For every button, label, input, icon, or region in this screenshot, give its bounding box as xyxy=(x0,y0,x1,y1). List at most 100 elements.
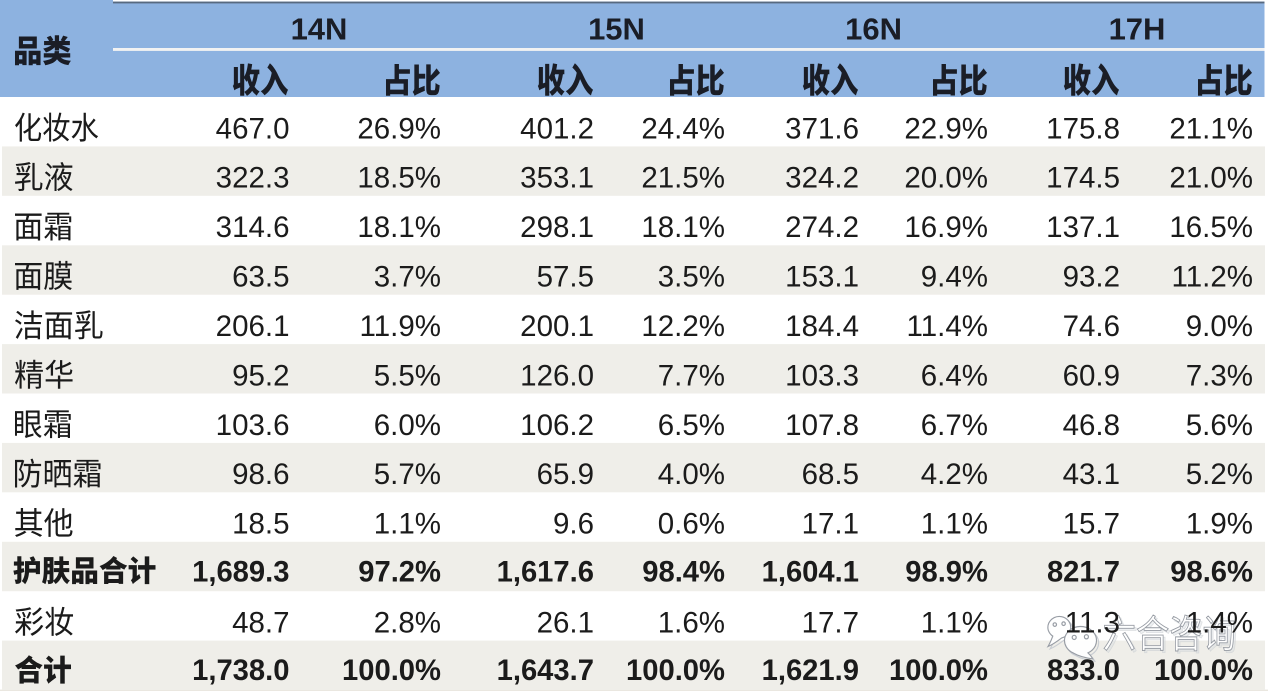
svg-text:1,738.0: 1,738.0 xyxy=(192,655,289,687)
svg-text:100.0%: 100.0% xyxy=(889,655,988,687)
svg-text:1,604.1: 1,604.1 xyxy=(762,557,859,589)
svg-text:137.1: 137.1 xyxy=(1046,211,1120,244)
svg-text:174.5: 174.5 xyxy=(1046,162,1120,195)
svg-text:1.1%: 1.1% xyxy=(374,508,441,541)
svg-text:21.5%: 21.5% xyxy=(641,162,725,195)
svg-text:48.7: 48.7 xyxy=(232,607,289,640)
svg-text:1,621.9: 1,621.9 xyxy=(762,655,859,687)
svg-text:17H: 17H xyxy=(1109,11,1166,46)
svg-text:6.7%: 6.7% xyxy=(921,409,988,442)
svg-text:11.4%: 11.4% xyxy=(907,310,988,343)
svg-text:833.0: 833.0 xyxy=(1047,655,1120,687)
svg-text:7.7%: 7.7% xyxy=(658,359,725,392)
svg-text:5.2%: 5.2% xyxy=(1186,458,1253,491)
svg-text:184.4: 184.4 xyxy=(785,310,859,343)
svg-text:15.7: 15.7 xyxy=(1063,508,1120,541)
svg-text:5.5%: 5.5% xyxy=(374,359,441,392)
svg-text:43.1: 43.1 xyxy=(1063,458,1120,491)
svg-text:1.4%: 1.4% xyxy=(1186,607,1253,640)
svg-text:20.0%: 20.0% xyxy=(904,162,988,195)
svg-text:5.6%: 5.6% xyxy=(1186,409,1253,442)
svg-text:1,689.3: 1,689.3 xyxy=(192,557,289,589)
svg-text:0.6%: 0.6% xyxy=(658,508,725,541)
svg-text:7.3%: 7.3% xyxy=(1186,359,1253,392)
svg-text:126.0: 126.0 xyxy=(520,359,594,392)
svg-text:16.9%: 16.9% xyxy=(904,211,988,244)
svg-text:314.6: 314.6 xyxy=(216,211,290,244)
svg-text:3.7%: 3.7% xyxy=(374,261,441,294)
svg-text:100.0%: 100.0% xyxy=(626,655,725,687)
svg-text:74.6: 74.6 xyxy=(1063,310,1120,343)
svg-text:68.5: 68.5 xyxy=(802,458,859,491)
svg-text:1,643.7: 1,643.7 xyxy=(497,655,594,687)
svg-text:98.4%: 98.4% xyxy=(642,557,725,589)
svg-text:274.2: 274.2 xyxy=(785,211,859,244)
svg-text:9.6: 9.6 xyxy=(553,508,594,541)
svg-text:63.5: 63.5 xyxy=(232,261,289,294)
svg-text:18.5: 18.5 xyxy=(232,508,289,541)
svg-text:16N: 16N xyxy=(845,11,902,46)
svg-text:97.2%: 97.2% xyxy=(358,557,441,589)
svg-text:46.8: 46.8 xyxy=(1063,409,1120,442)
svg-text:200.1: 200.1 xyxy=(520,310,594,343)
svg-text:106.2: 106.2 xyxy=(520,409,594,442)
svg-text:4.0%: 4.0% xyxy=(658,458,725,491)
svg-text:100.0%: 100.0% xyxy=(1154,655,1253,687)
svg-text:5.7%: 5.7% xyxy=(374,458,441,491)
svg-text:57.5: 57.5 xyxy=(537,261,594,294)
svg-text:14N: 14N xyxy=(291,11,348,46)
svg-text:107.8: 107.8 xyxy=(785,409,859,442)
svg-text:1.1%: 1.1% xyxy=(921,607,988,640)
svg-text:17.7: 17.7 xyxy=(802,607,859,640)
svg-text:93.2: 93.2 xyxy=(1063,261,1120,294)
svg-text:6.0%: 6.0% xyxy=(374,409,441,442)
svg-text:175.8: 175.8 xyxy=(1046,112,1120,145)
svg-text:298.1: 298.1 xyxy=(520,211,594,244)
svg-text:371.6: 371.6 xyxy=(785,112,859,145)
svg-text:1.1%: 1.1% xyxy=(921,508,988,541)
svg-text:60.9: 60.9 xyxy=(1063,359,1120,392)
svg-text:103.3: 103.3 xyxy=(785,359,859,392)
svg-text:95.2: 95.2 xyxy=(232,359,289,392)
svg-text:98.6: 98.6 xyxy=(232,458,289,491)
svg-text:65.9: 65.9 xyxy=(537,458,594,491)
svg-text:322.3: 322.3 xyxy=(216,162,290,195)
svg-text:98.6%: 98.6% xyxy=(1170,557,1253,589)
svg-text:17.1: 17.1 xyxy=(802,508,859,541)
svg-text:11.3: 11.3 xyxy=(1065,607,1120,640)
svg-text:6.5%: 6.5% xyxy=(658,409,725,442)
svg-text:18.5%: 18.5% xyxy=(357,162,441,195)
svg-text:6.4%: 6.4% xyxy=(921,359,988,392)
svg-text:9.0%: 9.0% xyxy=(1186,310,1253,343)
svg-text:11.2%: 11.2% xyxy=(1172,261,1253,294)
svg-text:21.1%: 21.1% xyxy=(1169,112,1253,145)
svg-text:12.2%: 12.2% xyxy=(641,310,725,343)
svg-text:26.1: 26.1 xyxy=(537,607,594,640)
svg-text:1,617.6: 1,617.6 xyxy=(497,557,594,589)
svg-text:21.0%: 21.0% xyxy=(1169,162,1253,195)
svg-text:206.1: 206.1 xyxy=(216,310,290,343)
svg-text:353.1: 353.1 xyxy=(520,162,594,195)
svg-text:4.2%: 4.2% xyxy=(921,458,988,491)
svg-text:2.8%: 2.8% xyxy=(374,607,441,640)
svg-text:24.4%: 24.4% xyxy=(641,112,725,145)
svg-text:22.9%: 22.9% xyxy=(904,112,988,145)
svg-text:18.1%: 18.1% xyxy=(357,211,441,244)
svg-text:15N: 15N xyxy=(588,11,645,46)
svg-text:467.0: 467.0 xyxy=(216,112,290,145)
svg-text:26.9%: 26.9% xyxy=(357,112,441,145)
svg-text:1.6%: 1.6% xyxy=(658,607,725,640)
svg-text:11.9%: 11.9% xyxy=(360,310,441,343)
svg-text:821.7: 821.7 xyxy=(1047,557,1120,589)
svg-text:1.9%: 1.9% xyxy=(1186,508,1253,541)
svg-text:16.5%: 16.5% xyxy=(1169,211,1253,244)
svg-text:18.1%: 18.1% xyxy=(641,211,725,244)
svg-text:153.1: 153.1 xyxy=(785,261,859,294)
svg-text:401.2: 401.2 xyxy=(520,112,594,145)
svg-text:103.6: 103.6 xyxy=(216,409,290,442)
svg-text:3.5%: 3.5% xyxy=(658,261,725,294)
svg-text:98.9%: 98.9% xyxy=(905,557,988,589)
svg-text:9.4%: 9.4% xyxy=(921,261,988,294)
svg-text:100.0%: 100.0% xyxy=(342,655,441,687)
svg-text:324.2: 324.2 xyxy=(785,162,859,195)
